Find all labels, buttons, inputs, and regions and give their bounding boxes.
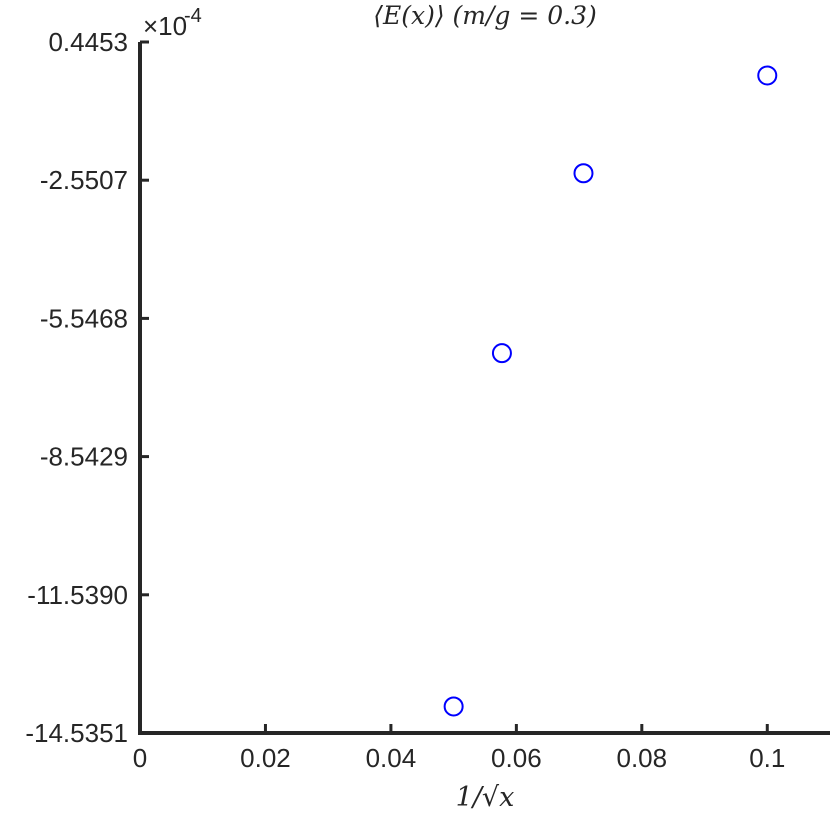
x-tick-label: 0.1 — [749, 743, 785, 773]
svg-text:×10: ×10 — [143, 11, 187, 41]
y-axis-ticks: 0.4453 -2.5507 -5.5468 -8.5429 -11.5390 -14.5… — [25, 27, 149, 748]
x-tick-label: 0.08 — [617, 743, 668, 773]
y-tick-label: -2.5507 — [40, 165, 128, 195]
y-multiplier: ×10 -4 — [143, 5, 202, 41]
x-tick-label: 0 — [133, 743, 147, 773]
data-point — [757, 65, 778, 86]
x-tick-label: 0.04 — [366, 743, 417, 773]
svg-text:-4: -4 — [184, 5, 202, 27]
chart-title: ⟨E(x)⟩ (m/g = 0.3) — [373, 1, 597, 30]
y-tick-label: -8.5429 — [40, 442, 128, 472]
x-tick-label: 0.06 — [491, 743, 542, 773]
y-tick-label: 0.4453 — [48, 27, 128, 57]
y-tick-label: -5.5468 — [40, 303, 128, 333]
axes — [138, 42, 830, 735]
data-point — [443, 696, 464, 717]
data-points — [443, 65, 778, 717]
data-point — [573, 163, 594, 184]
y-tick-label: -14.5351 — [25, 718, 128, 748]
x-tick-label: 0.02 — [240, 743, 291, 773]
data-point — [491, 343, 512, 364]
y-tick-label: -11.5390 — [27, 580, 128, 610]
x-axis-ticks: 0 0.02 0.04 0.06 0.08 0.1 — [133, 724, 785, 773]
x-axis-label: 1/√x — [456, 782, 515, 813]
